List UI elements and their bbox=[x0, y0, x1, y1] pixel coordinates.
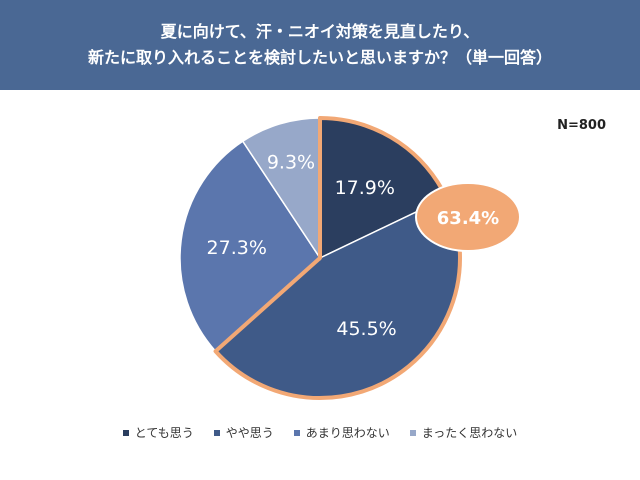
legend-label: やや思う bbox=[225, 426, 274, 440]
legend-item: とても思う bbox=[122, 424, 194, 441]
callout-label: 63.4% bbox=[437, 208, 499, 229]
sample-size-label: N=800 bbox=[557, 118, 606, 133]
callout-ellipse bbox=[415, 182, 521, 252]
title-banner: 夏に向けて、汗・ニオイ対策を見直したり、 新たに取り入れることを検討したいと思い… bbox=[0, 0, 640, 90]
legend-swatch bbox=[409, 429, 416, 436]
legend-label: まったく思わない bbox=[421, 426, 518, 440]
highlight-outline bbox=[213, 116, 462, 400]
legend-swatch bbox=[213, 429, 220, 436]
slice-value-label: 9.3% bbox=[267, 151, 315, 173]
chart-legend: とても思う やや思う あまり思わない まったく思わない bbox=[0, 424, 640, 441]
legend-item: やや思う bbox=[213, 424, 274, 441]
chart-title-line-2: 新たに取り入れることを検討したいと思いますか？（単一回答） bbox=[87, 48, 552, 67]
slice-value-label: 17.9% bbox=[335, 177, 395, 199]
chart-title-line-1: 夏に向けて、汗・ニオイ対策を見直したり、 bbox=[160, 22, 480, 41]
legend-label: あまり思わない bbox=[305, 426, 390, 440]
slice-value-label: 27.3% bbox=[207, 237, 267, 259]
legend-swatch bbox=[122, 429, 129, 436]
pie-slice bbox=[179, 140, 321, 353]
slice-value-label: 45.5% bbox=[336, 318, 396, 340]
legend-swatch bbox=[293, 429, 300, 436]
legend-item: あまり思わない bbox=[293, 424, 390, 441]
legend-label: とても思う bbox=[134, 426, 194, 440]
legend-item: まったく思わない bbox=[409, 424, 518, 441]
